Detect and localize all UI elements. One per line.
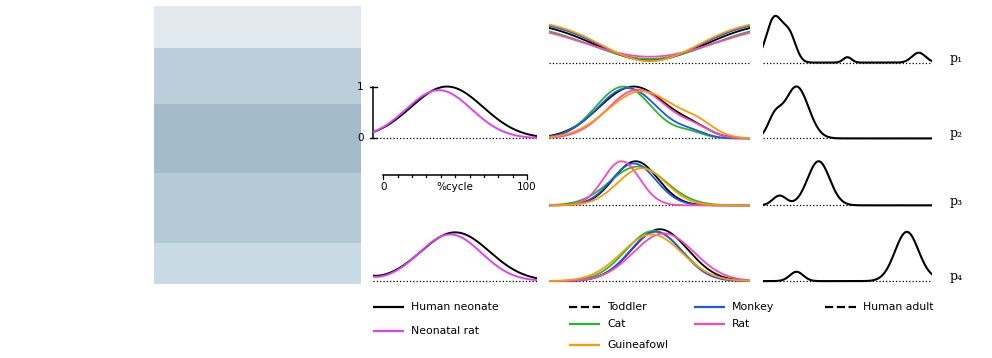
Text: Toddler: Toddler xyxy=(607,302,647,311)
Bar xyxy=(154,243,361,284)
Text: Monkey: Monkey xyxy=(732,302,775,311)
Text: 0: 0 xyxy=(357,134,364,144)
Text: %cycle: %cycle xyxy=(436,183,473,192)
Bar xyxy=(154,173,361,243)
Text: 1: 1 xyxy=(357,82,364,92)
Text: Neonatal rat: Neonatal rat xyxy=(412,326,479,336)
Text: Human neonate: Human neonate xyxy=(412,302,499,311)
Bar xyxy=(154,104,361,173)
Text: p₁: p₁ xyxy=(949,52,962,65)
Text: 0: 0 xyxy=(380,183,387,192)
Text: Cat: Cat xyxy=(607,319,626,329)
Text: Rat: Rat xyxy=(732,319,750,329)
Bar xyxy=(154,6,361,48)
Text: Guineafowl: Guineafowl xyxy=(607,340,669,349)
Text: p₂: p₂ xyxy=(949,127,962,140)
Text: p₃: p₃ xyxy=(949,195,962,208)
Bar xyxy=(154,48,361,104)
Text: 100: 100 xyxy=(517,183,537,192)
Text: Human adult: Human adult xyxy=(863,302,933,311)
Text: p₄: p₄ xyxy=(949,270,962,283)
